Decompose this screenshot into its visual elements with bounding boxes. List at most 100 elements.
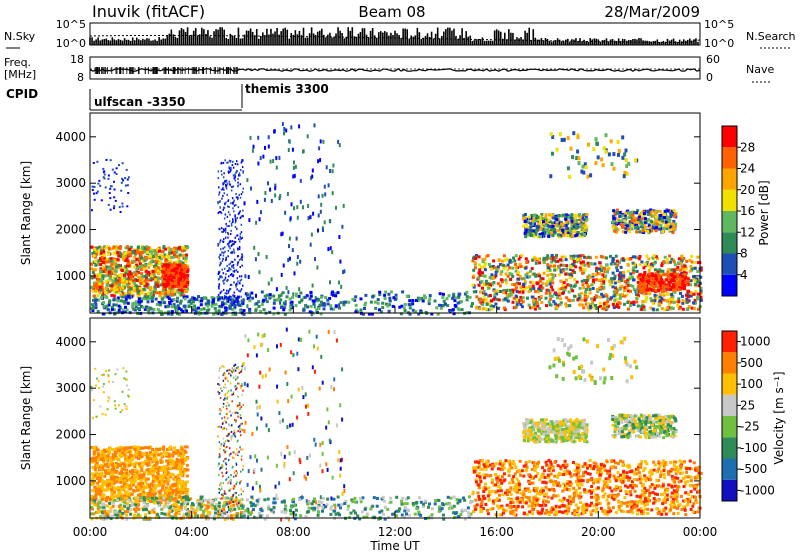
heatmap-cell — [232, 275, 234, 278]
heatmap-cell — [236, 263, 239, 266]
heatmap-cell — [239, 235, 241, 238]
heatmap-cell — [122, 179, 125, 182]
heatmap-cell — [170, 279, 174, 283]
colorbar-swatch — [722, 126, 737, 148]
heatmap-cell — [521, 300, 525, 304]
heatmap-cell — [479, 265, 483, 269]
heatmap-cell — [636, 209, 640, 213]
heatmap-cell — [435, 306, 439, 310]
heatmap-cell — [675, 283, 679, 287]
heatmap-cell — [481, 260, 485, 264]
heatmap-cell — [683, 264, 687, 268]
heatmap-cell — [527, 290, 531, 293]
heatmap-cell — [282, 308, 286, 312]
heatmap-cell — [446, 304, 450, 308]
heatmap-cell — [680, 265, 684, 269]
heatmap-cell — [288, 244, 290, 249]
heatmap-cell — [125, 257, 129, 261]
freq-unit-label: [MHz] — [4, 68, 36, 81]
heatmap-cell — [528, 275, 532, 279]
heatmap-cell — [224, 301, 228, 305]
heatmap-cell — [223, 182, 225, 185]
heatmap-cell — [221, 296, 223, 299]
heatmap-cell — [226, 299, 230, 303]
heatmap-cell — [154, 280, 158, 284]
heatmap-cell — [619, 293, 622, 297]
heatmap-cell — [184, 287, 188, 291]
heatmap-cell — [274, 193, 277, 198]
heatmap-cell — [644, 275, 648, 279]
heatmap-cell — [123, 292, 127, 296]
heatmap-cell — [566, 234, 570, 237]
heatmap-cell — [162, 292, 166, 295]
heatmap-cell — [329, 280, 331, 285]
heatmap-cell — [577, 296, 581, 300]
heatmap-cell — [441, 295, 445, 299]
heatmap-cell — [590, 297, 594, 301]
heatmap-cell — [163, 289, 167, 293]
heatmap-cell — [156, 308, 160, 312]
heatmap-cell — [581, 271, 585, 275]
heatmap-cell — [197, 310, 201, 314]
heatmap-cell — [160, 292, 164, 296]
heatmap-cell — [142, 282, 146, 286]
y-tick-label: 3000 — [55, 176, 86, 190]
heatmap-cell — [218, 283, 220, 286]
heatmap-cell — [154, 267, 157, 271]
heatmap-cell — [233, 210, 235, 213]
heatmap-cell — [229, 296, 233, 300]
heatmap-cell — [226, 299, 229, 302]
heatmap-cell — [133, 265, 137, 269]
heatmap-cell — [669, 215, 673, 218]
heatmap-cell — [90, 307, 94, 311]
heatmap-cell — [512, 256, 515, 260]
heatmap-cell — [150, 291, 154, 295]
heatmap-cell — [580, 298, 584, 302]
heatmap-cell — [242, 214, 244, 217]
heatmap-cell — [97, 259, 101, 263]
heatmap-cell — [655, 308, 659, 312]
heatmap-cell — [97, 272, 101, 276]
heatmap-cell — [262, 308, 266, 312]
colorbar-swatch — [722, 232, 737, 254]
heatmap-cell — [229, 247, 231, 250]
heatmap-cell — [218, 186, 220, 189]
heatmap-cell — [103, 173, 106, 176]
heatmap-cell — [96, 190, 99, 193]
heatmap-cell — [586, 174, 590, 179]
heatmap-cell — [217, 298, 219, 301]
heatmap-cell — [685, 300, 689, 304]
heatmap-cell — [441, 304, 445, 308]
heatmap-cell — [606, 297, 610, 301]
heatmap-cell — [134, 303, 138, 307]
heatmap-cell — [542, 271, 546, 275]
heatmap-cell — [544, 215, 548, 219]
heatmap-cell — [572, 131, 576, 136]
heatmap-cell — [652, 254, 656, 258]
heatmap-cell — [236, 163, 239, 166]
heatmap-cell — [502, 263, 506, 267]
heatmap-cell — [627, 307, 630, 311]
heatmap-cell — [116, 296, 120, 300]
heatmap-cell — [110, 262, 114, 265]
heatmap-cell — [661, 281, 665, 285]
heatmap-cell — [179, 308, 183, 312]
heatmap-cell — [694, 301, 697, 305]
heatmap-cell — [478, 290, 482, 294]
heatmap-cell — [671, 290, 675, 294]
heatmap-cell — [594, 137, 598, 142]
heatmap-cell — [596, 288, 599, 291]
heatmap-cell — [230, 240, 232, 243]
heatmap-cell — [171, 285, 175, 289]
heatmap-cell — [671, 297, 675, 301]
heatmap-cell — [488, 265, 492, 269]
heatmap-cell — [602, 146, 606, 151]
heatmap-cell — [637, 257, 641, 261]
heatmap-cell — [233, 204, 236, 207]
heatmap-cell — [541, 232, 544, 236]
heatmap-cell — [574, 216, 577, 220]
heatmap-cell — [238, 194, 240, 196]
heatmap-cell — [428, 297, 432, 301]
heatmap-cell — [489, 304, 493, 308]
heatmap-cell — [677, 297, 681, 301]
